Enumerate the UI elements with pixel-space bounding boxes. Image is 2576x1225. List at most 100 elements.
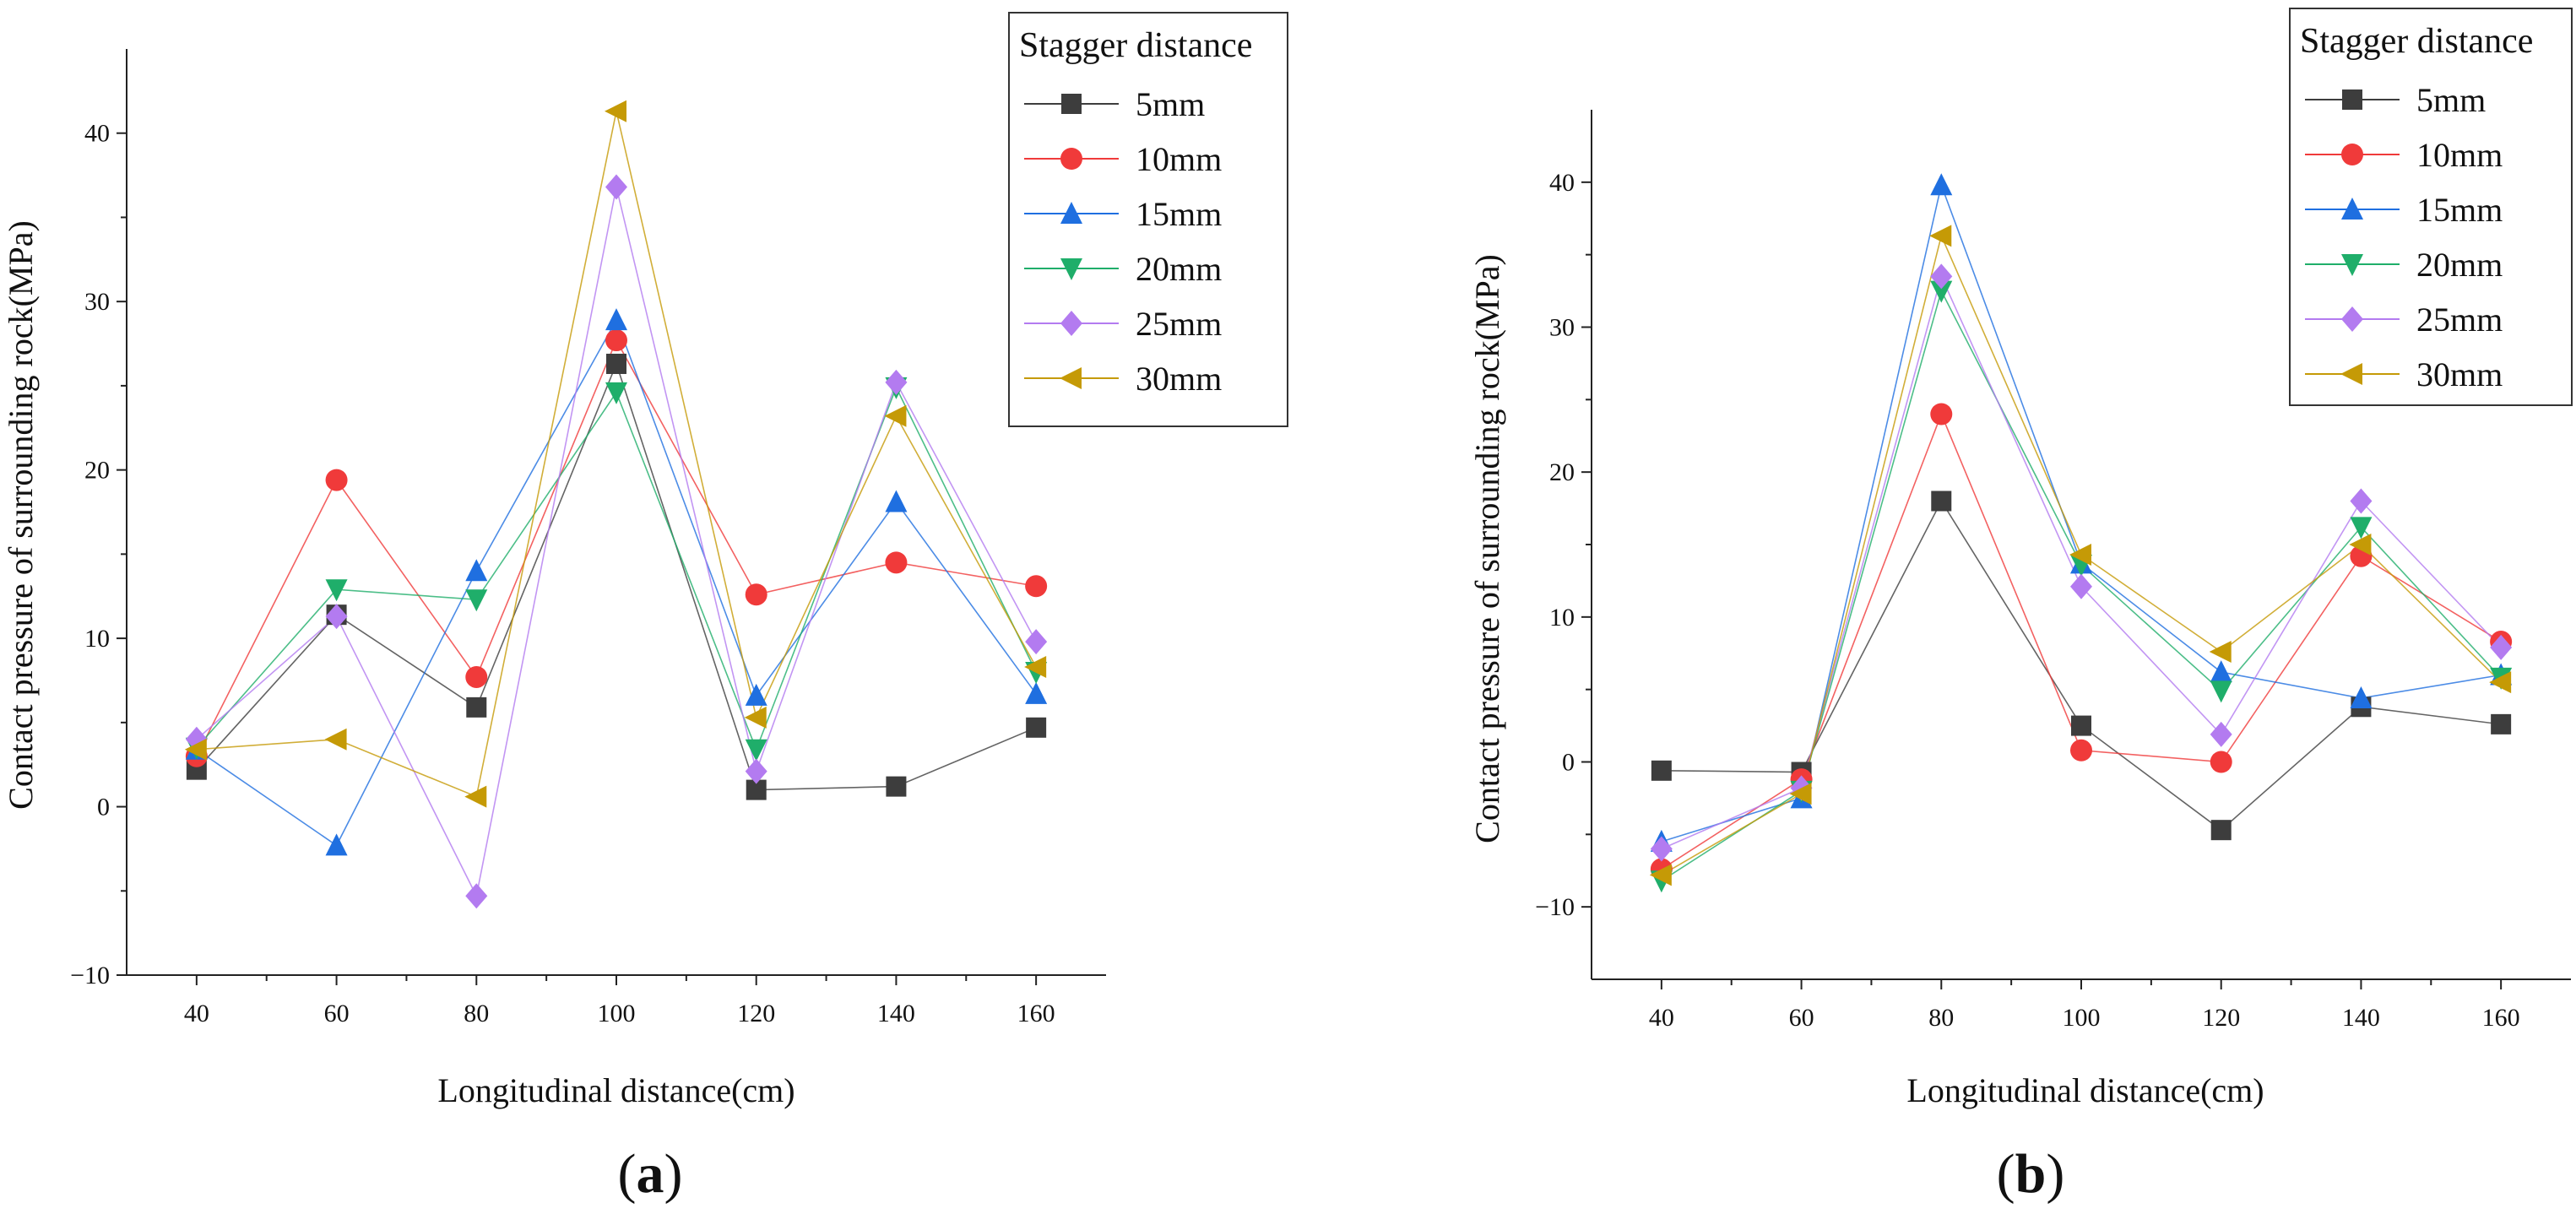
legend-marker-20mm bbox=[2341, 254, 2363, 276]
x-tick-label: 40 bbox=[1649, 1004, 1674, 1032]
data-point-10mm bbox=[2210, 751, 2232, 773]
panel-label: (a) bbox=[618, 1143, 683, 1205]
data-point-30mm bbox=[2209, 641, 2232, 664]
y-tick-label: −10 bbox=[1535, 893, 1575, 921]
data-point-5mm bbox=[2071, 715, 2091, 736]
data-point-5mm bbox=[1651, 760, 1672, 781]
data-point-5mm bbox=[2491, 713, 2512, 734]
legend-marker-15mm bbox=[2341, 198, 2363, 220]
data-point-30mm bbox=[324, 728, 347, 751]
legend-marker-5mm bbox=[1061, 94, 1082, 114]
legend-title: Stagger distance bbox=[1019, 26, 1252, 65]
legend-marker-10mm bbox=[1060, 148, 1082, 170]
data-point-15mm bbox=[465, 559, 488, 582]
legend-title: Stagger distance bbox=[2300, 22, 2533, 61]
legend-label: 25mm bbox=[1136, 305, 1222, 343]
x-axis-title: Longitudinal distance(cm) bbox=[437, 1071, 794, 1109]
data-point-20mm bbox=[1930, 280, 1953, 303]
x-tick-label: 160 bbox=[2482, 1004, 2520, 1032]
x-axis-title: Longitudinal distance(cm) bbox=[1906, 1071, 2264, 1109]
data-point-30mm bbox=[1789, 783, 1812, 805]
y-axis-title: Contact pressure of surrounding rock(MPa… bbox=[1468, 254, 1506, 843]
legend-marker-25mm bbox=[1060, 311, 1082, 336]
legend-marker-30mm bbox=[2340, 363, 2362, 385]
data-point-25mm bbox=[1650, 836, 1673, 862]
data-point-5mm bbox=[886, 776, 907, 797]
x-tick-label: 100 bbox=[598, 1000, 636, 1027]
y-tick-label: 20 bbox=[84, 457, 110, 485]
data-point-25mm bbox=[465, 883, 488, 909]
data-point-30mm bbox=[605, 100, 626, 122]
legend-marker-10mm bbox=[2341, 144, 2363, 165]
y-tick-label: 10 bbox=[84, 625, 110, 653]
data-point-5mm bbox=[606, 353, 626, 374]
data-point-30mm bbox=[2489, 671, 2512, 694]
data-point-25mm bbox=[325, 604, 348, 630]
data-point-30mm bbox=[184, 738, 207, 761]
data-point-30mm bbox=[884, 404, 907, 427]
series-line-30mm bbox=[196, 111, 1037, 798]
data-point-10mm bbox=[2070, 739, 2092, 762]
legend-marker-30mm bbox=[1060, 367, 1082, 389]
y-tick-label: 20 bbox=[1549, 458, 1575, 486]
data-point-10mm bbox=[1930, 403, 1953, 425]
series-line-25mm bbox=[196, 187, 1037, 898]
data-point-20mm bbox=[605, 382, 627, 404]
y-tick-label: 30 bbox=[84, 288, 110, 316]
legend-label: 30mm bbox=[1136, 360, 1222, 398]
x-tick-label: 120 bbox=[737, 1000, 775, 1027]
data-point-25mm bbox=[1025, 629, 1048, 655]
y-tick-label: 0 bbox=[97, 794, 110, 821]
data-point-10mm bbox=[885, 551, 908, 574]
x-tick-label: 80 bbox=[1928, 1004, 1954, 1032]
data-point-15mm bbox=[1930, 173, 1953, 196]
x-tick-label: 60 bbox=[324, 1000, 350, 1027]
x-tick-label: 80 bbox=[464, 1000, 489, 1027]
legend-box bbox=[2289, 8, 2573, 406]
legend-box bbox=[1008, 12, 1288, 427]
x-tick-label: 120 bbox=[2202, 1004, 2240, 1032]
x-tick-label: 40 bbox=[184, 1000, 209, 1027]
data-point-5mm bbox=[1026, 717, 1047, 738]
legend-marker-5mm bbox=[2342, 89, 2362, 110]
legend-marker-20mm bbox=[1060, 258, 1082, 280]
data-point-15mm bbox=[605, 308, 627, 331]
data-point-25mm bbox=[885, 369, 908, 395]
data-point-30mm bbox=[464, 785, 487, 808]
data-point-10mm bbox=[745, 583, 767, 606]
legend-label: 10mm bbox=[2416, 136, 2503, 174]
x-tick-label: 160 bbox=[1017, 1000, 1055, 1027]
x-tick-label: 100 bbox=[2063, 1004, 2101, 1032]
x-tick-label: 140 bbox=[877, 1000, 915, 1027]
legend-label: 5mm bbox=[2416, 81, 2486, 119]
y-tick-label: 10 bbox=[1549, 604, 1575, 631]
data-point-5mm bbox=[1931, 491, 1952, 512]
y-tick-label: 40 bbox=[84, 120, 110, 148]
legend-label: 15mm bbox=[2416, 191, 2503, 229]
data-point-30mm bbox=[744, 706, 767, 729]
data-point-30mm bbox=[1024, 655, 1047, 678]
chart-b: −10 0 10 20 30 40 40 60 80 100 120 140 160 Contact pr… bbox=[1468, 8, 2573, 1205]
data-point-20mm bbox=[325, 579, 348, 602]
y-tick-label: 30 bbox=[1549, 314, 1575, 342]
y-tick-label: 0 bbox=[1562, 749, 1575, 777]
y-tick-label: 40 bbox=[1549, 169, 1575, 197]
series-line-5mm bbox=[196, 361, 1037, 791]
data-point-20mm bbox=[2210, 680, 2232, 703]
data-point-15mm bbox=[2210, 660, 2232, 683]
data-point-15mm bbox=[325, 833, 348, 856]
data-point-30mm bbox=[1649, 864, 1672, 886]
data-point-15mm bbox=[2350, 686, 2373, 708]
data-point-10mm bbox=[605, 329, 627, 352]
legend-label: 15mm bbox=[1136, 195, 1222, 233]
data-point-10mm bbox=[325, 469, 348, 491]
data-point-25mm bbox=[2070, 573, 2092, 599]
y-axis-title: Contact pressure of surrounding rock(MPa… bbox=[2, 220, 40, 810]
x-tick-label: 140 bbox=[2342, 1004, 2380, 1032]
data-point-25mm bbox=[2350, 488, 2373, 514]
x-tick-label: 60 bbox=[1789, 1004, 1814, 1032]
data-point-20mm bbox=[465, 589, 488, 612]
data-point-25mm bbox=[745, 758, 767, 784]
y-tick-label: −10 bbox=[70, 962, 110, 989]
